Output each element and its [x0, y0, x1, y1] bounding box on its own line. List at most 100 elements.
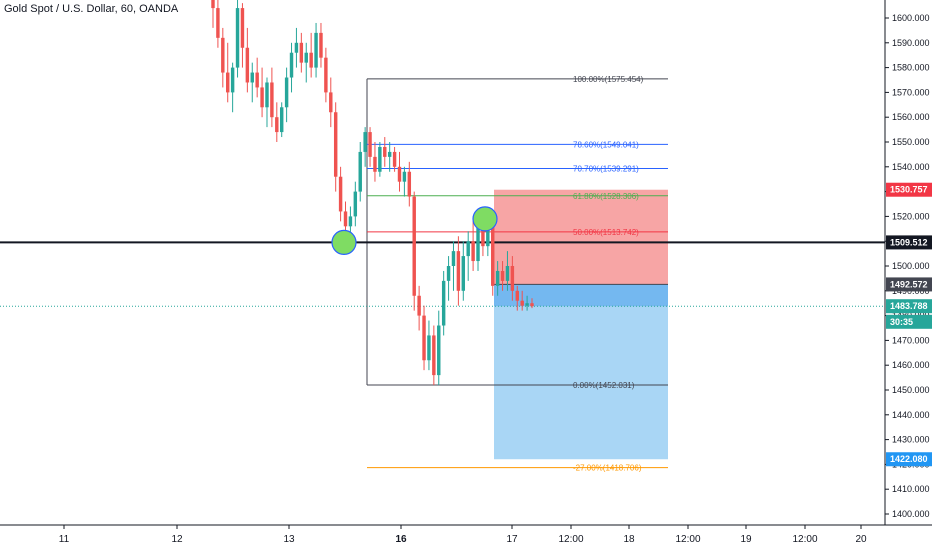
candle-body [451, 251, 456, 266]
candle-body [265, 82, 269, 108]
symbol-title: Gold Spot / U.S. Dollar, 60, OANDA [4, 3, 179, 15]
candle-body [329, 92, 333, 113]
price-label-text: 1483.788 [890, 301, 928, 311]
fib-level-label: 0.00%(1452.031) [573, 381, 635, 390]
price-tick-label: 1400.000 [892, 509, 930, 519]
fib-level-label: 61.80%(1528.306) [573, 192, 639, 201]
candle-body [505, 266, 510, 281]
candle-body [299, 42, 304, 63]
price-label-box [886, 235, 932, 250]
candle-body [309, 52, 313, 68]
candle-body [304, 52, 308, 63]
price-tick-label: 1470.000 [892, 335, 930, 345]
fib-level-label: -27.00%(1418.706) [573, 464, 642, 473]
candle-body [383, 146, 387, 157]
price-tick-label: 1440.000 [892, 410, 930, 420]
candle-body [471, 241, 475, 262]
time-tick-label: 20 [855, 534, 867, 545]
price-label-box [886, 299, 932, 314]
time-tick-label: 12:00 [558, 534, 583, 545]
fib-level-label: 50.00%(1513.742) [573, 228, 639, 237]
candle-body [481, 226, 485, 247]
candle-body [294, 42, 299, 53]
time-tick-label: 17 [506, 534, 518, 545]
time-tick-label: 19 [740, 534, 752, 545]
price-tick-label: 1410.000 [892, 484, 930, 494]
price-label-box [886, 182, 932, 197]
candle-body [387, 151, 392, 157]
price-tick-label: 1580.000 [892, 63, 930, 73]
candle-body [338, 176, 343, 212]
circle-markers[interactable] [331, 206, 498, 256]
candle-body [245, 47, 250, 83]
fib-retracement[interactable]: 100.00%(1575.454) 78.60%(1549.041) 70.70%(… [366, 75, 668, 473]
price-tick-label: 1560.000 [892, 112, 930, 122]
price-tick-label: 1450.000 [892, 385, 930, 395]
price-label-box [886, 452, 932, 467]
candle-body [363, 132, 367, 152]
candle-body [397, 166, 402, 182]
candle-body [314, 32, 318, 68]
price-tick-label: 1550.000 [892, 137, 930, 147]
candle-body [515, 290, 519, 301]
candle-body [324, 57, 328, 93]
horizontal-line[interactable] [0, 241, 885, 307]
candle-body [260, 87, 264, 108]
candle-body [520, 300, 524, 306]
candle-body [279, 107, 284, 133]
fib-level-label: 100.00%(1575.454) [573, 75, 644, 84]
price-tick-label: 1570.000 [892, 87, 930, 97]
time-tick-label: 13 [283, 534, 295, 545]
time-tick-label: 11 [59, 534, 70, 545]
price-label-text: 1492.572 [890, 279, 928, 289]
candle-body [446, 266, 451, 281]
time-tick-label: 12 [171, 534, 183, 545]
candle-body [270, 82, 274, 118]
price-label-text: 30:35 [890, 317, 913, 327]
candle-body [392, 151, 397, 167]
candles [211, 0, 534, 386]
candle-body [407, 171, 412, 197]
candle-body [427, 335, 431, 361]
candle-body [441, 280, 446, 326]
candle-body [235, 8, 240, 68]
candle-body [275, 117, 279, 133]
candle-body [289, 52, 294, 78]
candle-body [510, 266, 515, 291]
candle-body [240, 8, 245, 48]
price-tick-label: 1430.000 [892, 435, 930, 445]
candle-body [461, 256, 466, 291]
candle-body [284, 77, 289, 108]
open-profit-zone [494, 284, 668, 307]
long-short-position-zones [494, 189, 668, 460]
candle-body [412, 196, 416, 296]
candle-body [368, 132, 372, 157]
time-axis[interactable]: 11 12 13 16 17 12:00 18 12:00 19 12:00 20 [0, 524, 932, 550]
fib-level-label: 70.70%(1539.291) [573, 165, 639, 174]
candle-body [230, 67, 235, 93]
circle-marker [331, 229, 357, 256]
price-axis[interactable]: 1400.0001410.0001420.0001430.0001440.000… [884, 0, 932, 525]
candle-body [422, 315, 426, 361]
time-tick-label: 12:00 [792, 534, 817, 545]
candle-body [343, 211, 348, 227]
candle-body [486, 226, 490, 247]
price-tick-label: 1460.000 [892, 360, 930, 370]
price-tick-label: 1540.000 [892, 162, 930, 172]
candle-body [211, 0, 215, 9]
price-label-box [886, 277, 932, 292]
stop-loss-zone [494, 189, 668, 285]
time-axis-background [0, 525, 932, 550]
fib-level-label: 78.60%(1549.041) [573, 140, 639, 149]
candle-body [358, 151, 362, 192]
time-tick-label: 18 [623, 534, 635, 545]
candle-body [476, 226, 480, 262]
price-tick-label: 1520.000 [892, 211, 930, 221]
candle-body [333, 112, 338, 177]
price-tick-label: 1600.000 [892, 13, 930, 23]
price-label-box [886, 314, 932, 329]
candle-body [221, 37, 225, 73]
price-tick-label: 1500.000 [892, 261, 930, 271]
candle-body [437, 325, 441, 376]
